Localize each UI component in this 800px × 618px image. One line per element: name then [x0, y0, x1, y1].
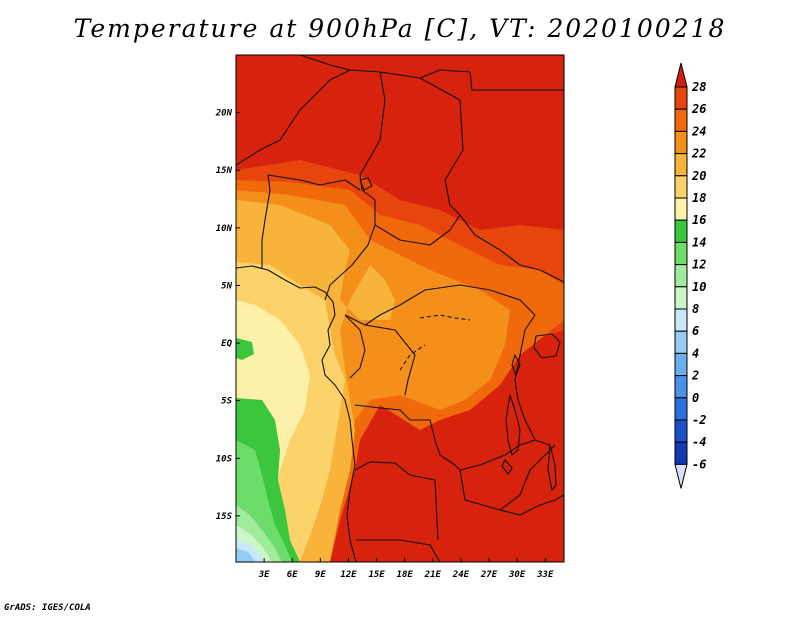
- border-cameroon: [324, 200, 461, 301]
- colorbar-label: 28: [691, 80, 706, 94]
- latitude-axis: 20N 15N 10N 5N EQ 5S 10S 15S: [215, 109, 240, 522]
- lake-kivu: [511, 354, 521, 376]
- band-4: [236, 548, 256, 562]
- lat-tick-label: 10N: [216, 224, 233, 234]
- colorbar-box: [674, 286, 688, 310]
- colorbar-label: 16: [692, 213, 706, 227]
- colorbar-box: [674, 308, 688, 332]
- coastlines-borders: [236, 55, 564, 562]
- lon-tick-label: 3E: [258, 570, 270, 580]
- lake-chad: [359, 177, 373, 191]
- coastline: [236, 265, 357, 562]
- colorbar-box: [674, 330, 688, 354]
- colorbar-bottom-arrow: [674, 463, 688, 489]
- border-car-drc: [344, 284, 536, 326]
- lake-tanganyika: [505, 394, 521, 456]
- colorbar-label: 18: [692, 191, 706, 205]
- colorbar-label: 0: [692, 391, 699, 405]
- border-congo: [344, 314, 416, 396]
- colorbar-box: [674, 441, 688, 465]
- lat-tick-label: 10S: [216, 454, 233, 464]
- border-west-africa: [236, 69, 386, 201]
- lon-tick-label: 33E: [536, 570, 554, 580]
- lon-tick-label: 21E: [424, 570, 442, 580]
- lon-tick-label: 9E: [315, 570, 326, 580]
- lat-tick-label: 5N: [221, 281, 232, 291]
- colorbar-label: 14: [692, 235, 706, 249]
- colorbar-box: [674, 397, 688, 421]
- border-angola: [354, 404, 461, 481]
- credit-label: GrADS: IGES/COLA: [4, 603, 91, 613]
- colorbar-label: -6: [692, 457, 706, 471]
- colorbar-label: 8: [692, 302, 699, 316]
- lat-tick-label: EQ: [221, 339, 232, 349]
- colorbar-box: [674, 352, 688, 377]
- colorbar-box: [674, 197, 688, 221]
- border-nigeria: [261, 174, 361, 268]
- colorbar-label: 26: [691, 102, 706, 116]
- lake-malawi: [547, 444, 557, 491]
- colorbar-box: [674, 419, 688, 443]
- border-chad-sudan: [379, 71, 564, 283]
- lon-tick-label: 15E: [368, 570, 385, 580]
- colorbar-label: 2: [691, 369, 699, 383]
- colorbar-box: [674, 153, 688, 177]
- colorbar-label: 4: [692, 346, 699, 360]
- lat-tick-label: 15S: [216, 512, 233, 522]
- longitude-axis: 3E 6E 9E 12E 15E 18E 21E 24E 27E 30E 33E: [258, 558, 554, 580]
- lon-tick-label: 24E: [452, 570, 470, 580]
- temperature-shading: [236, 55, 564, 562]
- colorbar-box: [674, 375, 688, 399]
- lat-tick-label: 15N: [216, 166, 233, 176]
- colorbar-label: 6: [692, 324, 699, 338]
- colorbar-box: [674, 175, 688, 199]
- colorbar-box: [674, 130, 688, 155]
- colorbar-box: [674, 108, 688, 132]
- lat-tick-label: 5S: [221, 397, 232, 407]
- lon-tick-label: 30E: [508, 570, 526, 580]
- border-north: [299, 55, 564, 91]
- colorbar-label: 10: [692, 280, 706, 294]
- lon-tick-label: 27E: [480, 570, 498, 580]
- map-frame: [235, 54, 565, 563]
- colorbar-label: 12: [692, 258, 706, 272]
- congo-river: [399, 314, 471, 371]
- colorbar-label: 20: [691, 169, 706, 183]
- colorbar-box: [674, 264, 688, 288]
- colorbar-box: [674, 219, 688, 243]
- colorbar-box: [674, 86, 688, 110]
- colorbar-label: 24: [691, 124, 706, 138]
- lon-tick-label: 18E: [397, 570, 414, 580]
- lon-tick-label: 12E: [340, 570, 357, 580]
- border-namibia: [356, 479, 441, 562]
- border-zambia: [459, 439, 536, 511]
- colorbar-box: [674, 241, 688, 266]
- colorbar-label: -4: [692, 435, 706, 449]
- colorbar-top-arrow: [674, 62, 688, 88]
- lon-tick-label: 6E: [287, 570, 298, 580]
- lake-mweru: [501, 459, 513, 475]
- colorbar-label: -2: [692, 413, 706, 427]
- border-drc-east: [514, 314, 551, 446]
- chart-title: Temperature at 900hPa [C], VT: 202010021…: [73, 14, 727, 43]
- colorbar-label: 22: [691, 147, 706, 161]
- lat-tick-label: 20N: [215, 109, 233, 119]
- lake-victoria: [533, 333, 561, 359]
